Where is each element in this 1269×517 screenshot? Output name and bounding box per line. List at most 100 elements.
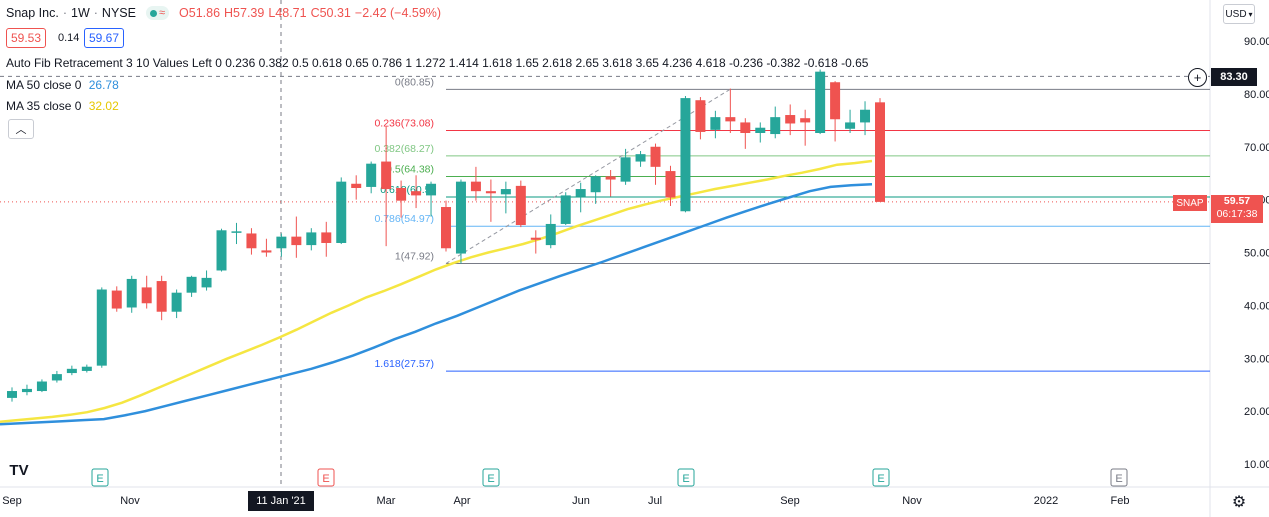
candle-body [680,98,691,212]
candle-body [276,236,287,249]
y-tick-label: 40.00 [1244,300,1269,312]
market-status-icon: ≈ [145,6,170,20]
fib-level-label: 0.5(64.38) [386,163,434,175]
candle-body [575,189,586,197]
candle-body [785,115,796,124]
price-axis: 90.0080.0070.0060.0050.0040.0030.0020.00… [1244,36,1269,471]
ma35-line [0,159,873,423]
ma50-value: 26.78 [88,78,119,92]
tradingview-logo-icon[interactable]: TV [9,461,29,479]
x-tick-label: Feb [1111,495,1130,507]
candle-body [366,163,377,187]
candle-body [336,181,347,243]
candle-body [515,185,526,226]
candle-body [560,195,571,224]
moving-averages [0,159,873,426]
ma50-label: MA 50 close 0 [6,78,82,92]
candle-body [306,232,317,246]
ma50-indicator[interactable]: MA 50 close 0 26.78 [6,78,119,92]
earnings-marker [317,468,335,487]
candle-body [141,287,152,304]
candle-body [396,187,407,201]
candle-body [96,289,107,366]
fib-level-label: 1.618(27.57) [374,358,434,370]
candle-body [381,161,392,190]
earnings-marker-label: E [877,473,884,485]
candle-body [126,278,137,308]
x-tick-label: Sep [2,495,22,507]
candle-body [351,183,362,188]
currency-select[interactable]: USD ▾ [1223,4,1255,24]
earnings-marker [872,468,890,487]
earnings-marker-label: E [1115,473,1122,485]
x-tick-label: Sep [780,495,800,507]
spread-value: 0.14 [58,32,80,44]
ohlc-open: O51.86 [179,6,221,20]
y-tick-label: 10.00 [1244,459,1269,471]
candle-body [470,181,481,192]
plus-icon: + [1193,70,1202,85]
y-tick-label: 50.00 [1244,248,1269,260]
candle-body [201,277,212,288]
ask-button[interactable]: 59.67 [84,28,125,48]
collapse-indicators-button[interactable]: ︿ [8,119,34,139]
ohlc-change: −2.42 (−4.59%) [354,6,442,20]
add-crosshair-button[interactable]: + [1188,68,1207,87]
candle-body [635,154,646,162]
x-tick-label: Mar [377,495,396,507]
earnings-marker [482,468,500,487]
settings-gear-icon[interactable]: ⚙ [1231,494,1247,511]
x-tick-label: Nov [120,495,140,507]
exchange: NYSE [101,6,136,20]
ma35-indicator[interactable]: MA 35 close 0 32.02 [6,99,119,113]
candle-body [755,127,766,134]
symbol-header: Snap Inc. · 1W · NYSE ≈ O51.86 H57.39 L4… [6,6,442,20]
earnings-marker [1110,468,1128,487]
candle-body [51,374,62,381]
chevron-up-icon: ︿ [15,124,27,136]
candle-body [695,100,706,132]
candle-body [830,82,841,120]
x-tick-label: Jul [648,495,662,507]
candle-body [740,122,751,134]
fib-indicator-label[interactable]: Auto Fib Retracement 3 10 Values Left 0 … [6,56,869,70]
earnings-marker-label: E [682,473,689,485]
earnings-marker [91,468,109,487]
x-tick-label: Nov [902,495,922,507]
x-tick-label: Apr [453,495,470,507]
symbol-name[interactable]: Snap Inc. [6,6,59,20]
candle-body [36,381,47,392]
x-tick-label: 2022 [1034,495,1058,507]
candle-body [66,368,77,374]
earnings-marker-label: E [487,473,494,485]
candlestick-series [7,69,885,402]
candle-body [665,171,676,198]
time-axis: Sep Nov Mar Apr Jun Jul Sep Nov 2022 Feb [2,495,1129,507]
candle-body [231,231,242,233]
candle-body [411,191,422,196]
candle-body [500,189,511,195]
bar-countdown: 06:17:38 [1216,208,1258,220]
candle-body [441,207,451,249]
candle-body [620,157,631,182]
candle-body [261,250,272,253]
interval[interactable]: 1W [71,6,90,20]
y-tick-label: 20.00 [1244,406,1269,418]
ohlc-close: C50.31 [310,6,351,20]
fib-level-label: 0.236(73.08) [374,117,434,129]
earnings-marker-label: E [96,473,103,485]
candle-body [7,391,17,398]
candle-body [530,237,541,240]
candle-body [650,146,661,167]
candle-body [246,233,257,249]
earnings-marker-label: E [322,473,329,485]
fib-level-label: 0.382(68.27) [374,143,434,155]
y-tick-label: 80.00 [1244,89,1269,101]
candle-body [426,183,437,196]
ohlc-low: L48.71 [268,6,307,20]
bid-button[interactable]: 59.53 [6,28,47,48]
candle-body [725,117,736,122]
